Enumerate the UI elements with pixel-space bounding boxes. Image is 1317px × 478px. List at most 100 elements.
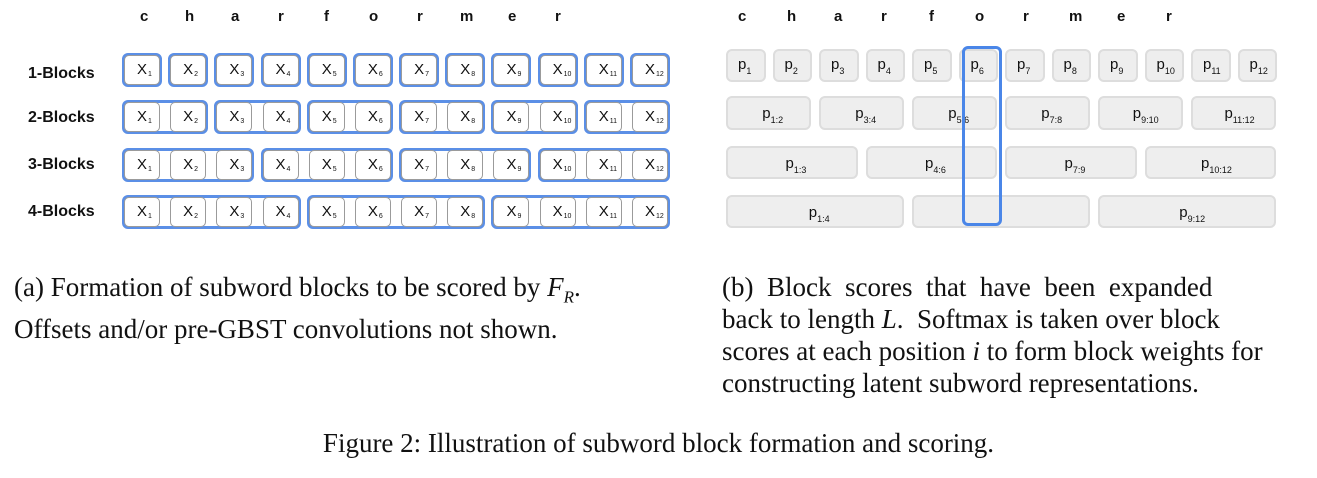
panel-b-char-6: r xyxy=(1023,8,1029,25)
block-score-label: p10:12 xyxy=(1200,155,1232,175)
x-token-letter: X xyxy=(598,108,609,125)
x-token-cell: X 11 xyxy=(585,102,622,132)
x-token-letter: X xyxy=(552,156,563,173)
block-score-1-8: p9 xyxy=(1098,49,1138,82)
panel-b-char-3: r xyxy=(881,8,887,25)
x-token-letter: X xyxy=(414,203,425,220)
block-score-2-3: p7:8 xyxy=(1005,96,1090,130)
x-token-subscript: 5 xyxy=(332,166,337,173)
block-score-label: p9:10 xyxy=(1132,105,1159,125)
x-token-letter: X xyxy=(183,156,194,173)
x-token-letter: X xyxy=(229,108,240,125)
x-token-cell: X 10 xyxy=(539,150,576,180)
x-token-letter: X xyxy=(414,156,425,173)
x-token-subscript: 5 xyxy=(332,213,337,220)
block-score-label: p1 xyxy=(738,56,752,76)
x-token-subscript: 7 xyxy=(425,166,429,173)
x-token-letter: X xyxy=(506,156,517,173)
x-token-subscript: 7 xyxy=(425,213,429,220)
x-token-letter: X xyxy=(321,156,332,173)
block-score-4-2: p9:12 xyxy=(1098,195,1276,228)
x-token-subscript: 9 xyxy=(517,166,522,173)
block-score-label: p9 xyxy=(1110,56,1124,76)
x-token-letter: X xyxy=(137,156,148,173)
x-token-letter: X xyxy=(414,61,425,78)
row-label-2-blocks: 2-Blocks xyxy=(28,109,95,126)
caption-b-math-i: i xyxy=(972,336,980,366)
x-token-letter: X xyxy=(229,203,240,220)
x-token-letter: X xyxy=(275,61,286,78)
block-score-3-0: p1:3 xyxy=(726,146,858,179)
x-token-letter: X xyxy=(367,203,378,220)
x-token-subscript: 8 xyxy=(471,71,476,78)
x-token-letter: X xyxy=(598,61,609,78)
block-score-4-0: p1:4 xyxy=(726,195,904,228)
block-score-2-1: p3:4 xyxy=(819,96,904,130)
x-token-subscript: 12 xyxy=(655,118,664,125)
panel-a-char-8: e xyxy=(508,8,517,25)
block-score-label: p11 xyxy=(1203,56,1221,76)
panel-a-char-3: r xyxy=(278,8,284,25)
block-score-1-1: p2 xyxy=(772,49,812,82)
x-token-subscript: 11 xyxy=(609,166,618,173)
x-token-subscript: 8 xyxy=(471,213,476,220)
caption-b-line3-text: scores at each position xyxy=(722,336,973,366)
block-score-1-5: p6 xyxy=(958,49,998,82)
panel-a-char-6: r xyxy=(417,8,423,25)
caption-b-line2-end: . Softmax is taken over block xyxy=(896,304,1220,334)
x-token-subscript: 1 xyxy=(148,166,152,173)
x-token-subscript: 10 xyxy=(563,71,572,78)
x-token-letter: X xyxy=(137,108,148,125)
block-score-label: p12 xyxy=(1249,56,1268,76)
x-token-letter: X xyxy=(506,203,517,220)
caption-b-line3-end: to form block weights for xyxy=(979,336,1263,366)
x-token-cell: X 11 xyxy=(585,150,622,180)
x-token-letter: X xyxy=(367,61,378,78)
row-label-3-blocks: 3-Blocks xyxy=(28,156,95,173)
x-token-cell: X 11 xyxy=(585,197,622,227)
caption-a-math-sub: R xyxy=(563,287,575,307)
x-token-letter: X xyxy=(414,108,425,125)
panel-b-char-7: m xyxy=(1069,8,1083,25)
caption-b-line2: back to length L. Softmax is taken over … xyxy=(722,303,1304,335)
caption-b-line1: (b) Block scores that have been expanded xyxy=(722,272,1213,302)
x-token-subscript: 2 xyxy=(194,71,199,78)
x-token-letter: X xyxy=(460,108,471,125)
panel-b-char-4: f xyxy=(929,8,934,25)
caption-b-line3: scores at each position i to form block … xyxy=(722,335,1304,367)
block-score-2-0: p1:2 xyxy=(726,96,811,130)
x-token-letter: X xyxy=(644,156,655,173)
x-token-letter: X xyxy=(644,203,655,220)
caption-b-math-l: L xyxy=(881,304,897,334)
row-label-4-blocks: 4-Blocks xyxy=(28,203,95,220)
x-token-subscript: 3 xyxy=(240,71,245,78)
x-token-cell: X 10 xyxy=(539,197,576,227)
panel-a-char-4: f xyxy=(324,8,329,25)
x-token-subscript: 11 xyxy=(609,71,618,78)
caption-a: (a) Formation of subword blocks to be sc… xyxy=(14,271,654,345)
block-score-1-11: p12 xyxy=(1237,49,1277,82)
caption-a-text: (a) Formation of subword blocks to be sc… xyxy=(14,272,548,302)
caption-a-math: F xyxy=(547,272,564,302)
x-token-cell: X 12 xyxy=(631,150,668,180)
